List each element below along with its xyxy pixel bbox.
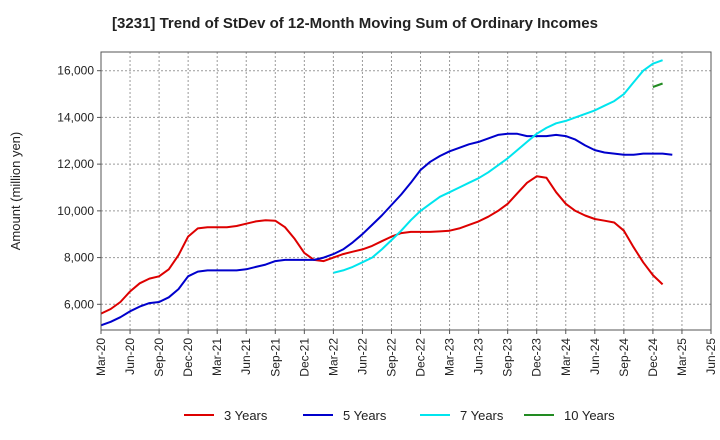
x-tick-label: Sep-21 xyxy=(268,338,282,377)
x-tick-label: Jun-22 xyxy=(355,338,369,375)
series-line-10-years xyxy=(652,82,663,88)
x-tick-label: Jun-21 xyxy=(239,338,253,375)
legend-item-7-years: 7 Years xyxy=(420,408,504,423)
grid xyxy=(100,52,712,330)
x-tick-label: Mar-25 xyxy=(675,338,689,376)
chart-title: [3231] Trend of StDev of 12-Month Moving… xyxy=(112,15,598,32)
legend-item-5-years: 5 Years xyxy=(303,408,387,423)
series-lines xyxy=(100,59,673,327)
y-tick-label: 8,000 xyxy=(64,251,94,265)
x-tick-label: Jun-24 xyxy=(588,338,602,375)
y-tick-label: 14,000 xyxy=(57,110,94,124)
x-tick-label: Sep-20 xyxy=(152,338,166,377)
x-tick-label: Mar-23 xyxy=(443,338,457,376)
plot-frame xyxy=(100,51,712,331)
x-tick-label: Sep-22 xyxy=(384,338,398,377)
x-tick-label: Dec-23 xyxy=(530,338,544,377)
x-tick-label: Dec-22 xyxy=(414,338,428,377)
x-tick-label: Jun-23 xyxy=(472,338,486,375)
series-line-5-years xyxy=(100,132,673,327)
legend-item-3-years: 3 Years xyxy=(184,408,268,423)
x-axis: Mar-20 Jun-20 Sep-20 Dec-20 Mar-21 Jun-21 Sep-… xyxy=(94,330,718,377)
legend-label: 5 Years xyxy=(343,408,387,423)
x-tick-label: Mar-22 xyxy=(326,338,340,376)
y-tick-label: 16,000 xyxy=(57,64,94,78)
y-tick-label: 12,000 xyxy=(57,157,94,171)
series-line-7-years xyxy=(333,59,663,274)
legend-label: 7 Years xyxy=(460,408,504,423)
x-tick-label: Mar-20 xyxy=(94,338,108,376)
y-tick-label: 10,000 xyxy=(57,204,94,218)
x-tick-label: Sep-24 xyxy=(617,338,631,377)
x-tick-label: Dec-21 xyxy=(297,338,311,377)
legend-item-10-years: 10 Years xyxy=(524,408,615,423)
y-tick-label: 6,000 xyxy=(64,297,94,311)
y-axis: 6,000 8,000 10,000 12,000 14,000 16,000 xyxy=(57,64,101,311)
x-tick-label: Jun-20 xyxy=(123,338,137,375)
x-tick-label: Jun-25 xyxy=(704,338,718,375)
series-line-3-years xyxy=(100,175,664,315)
x-tick-label: Sep-23 xyxy=(501,338,515,377)
y-axis-title: Amount (million yen) xyxy=(8,132,23,251)
plot-area xyxy=(101,52,711,330)
legend: 3 Years 5 Years 7 Years 10 Years xyxy=(184,408,615,423)
x-tick-label: Mar-21 xyxy=(210,338,224,376)
legend-label: 10 Years xyxy=(564,408,615,423)
x-tick-label: Mar-24 xyxy=(559,338,573,376)
x-tick-label: Dec-24 xyxy=(646,338,660,377)
x-tick-label: Dec-20 xyxy=(181,338,195,377)
legend-label: 3 Years xyxy=(224,408,268,423)
